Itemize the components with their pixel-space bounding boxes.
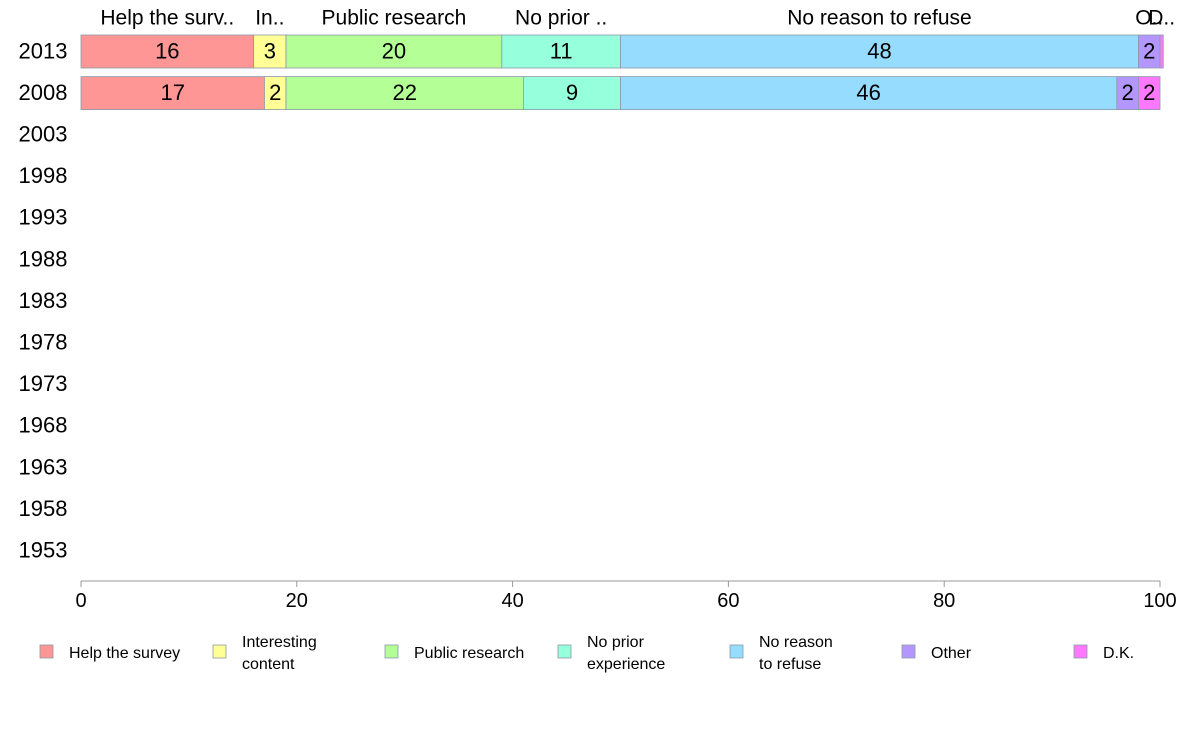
data-label-2008-no-reason-to-refuse: 46 xyxy=(856,80,880,105)
data-label-2008-help-the-survey: 17 xyxy=(160,80,184,105)
legend-item-no-reason-to-refuse: No reason to refuse xyxy=(729,634,833,673)
legend-label-no-reason-to-refuse: No reason to refuse xyxy=(759,634,833,673)
y-label-1978: 1978 xyxy=(19,330,68,355)
header-label-public-research: Public research xyxy=(322,7,467,30)
data-label-2013-help-the-survey: 16 xyxy=(155,38,179,63)
header-label-no-reason-to-refuse: No reason to refuse xyxy=(787,7,971,30)
bar-2008-no-prior-experience xyxy=(522,76,621,110)
y-label-1968: 1968 xyxy=(19,413,68,438)
data-label-2008-no-prior-experience: 9 xyxy=(566,80,578,105)
y-label-2008: 2008 xyxy=(19,80,68,105)
bar-2008-d-k xyxy=(1138,76,1161,110)
x-tick-label-80: 80 xyxy=(933,590,955,612)
y-axis-category-labels: 2013 2008 2003 1998 1993 1988 1983 1978 1973 1968… xyxy=(19,38,68,562)
legend-swatch-no-prior-experience xyxy=(557,644,572,659)
legend-item-no-prior-experience: No prior experience xyxy=(557,634,665,673)
y-label-1983: 1983 xyxy=(19,288,68,313)
y-label-1953: 1953 xyxy=(19,538,68,563)
data-label-2013-interesting-content: 3 xyxy=(264,38,276,63)
legend-label-no-prior-experience: No prior experience xyxy=(587,634,665,673)
data-label-2008-d-k: 2 xyxy=(1143,80,1155,105)
data-label-2008-interesting-content: 2 xyxy=(269,80,281,105)
y-label-1958: 1958 xyxy=(19,496,68,521)
y-label-1963: 1963 xyxy=(19,454,68,479)
bars: 16 3 20 11 48 217 2 22 9 46 2 2 xyxy=(80,34,1164,110)
data-label-2013-other: 2 xyxy=(1143,38,1155,63)
legend-item-d-k: D.K. xyxy=(1073,644,1134,662)
legend-item-help-the-survey: Help the survey xyxy=(39,644,180,662)
data-label-2013-public-research: 20 xyxy=(382,38,406,63)
legend-swatch-no-reason-to-refuse xyxy=(729,644,744,659)
legend-item-other: Other xyxy=(901,644,972,662)
x-tick-label-100: 100 xyxy=(1143,590,1176,612)
bar-2013-interesting-content xyxy=(253,34,287,69)
y-label-1973: 1973 xyxy=(19,371,68,396)
bar-2008-help-the-survey xyxy=(80,76,265,110)
legend-label-help-the-survey: Help the survey xyxy=(69,645,180,662)
x-axis: 0 20 40 60 80 100 xyxy=(75,580,1177,612)
legend-label-other: Other xyxy=(931,645,972,662)
data-label-2008-other: 2 xyxy=(1122,80,1134,105)
data-label-2008-public-research: 22 xyxy=(392,80,416,105)
data-label-2013-no-prior-experience: 11 xyxy=(550,38,573,63)
x-tick-label-0: 0 xyxy=(75,590,86,612)
legend-swatch-other xyxy=(901,644,916,659)
bar-2008-public-research xyxy=(285,76,524,110)
legend-item-interesting-content: Interesting content xyxy=(212,634,317,673)
y-label-1988: 1988 xyxy=(19,246,68,271)
x-tick-label-60: 60 xyxy=(717,590,739,612)
header-label-interesting-content: In.. xyxy=(255,7,284,30)
y-label-1993: 1993 xyxy=(19,205,68,230)
x-tick-label-20: 20 xyxy=(286,590,308,612)
series-header-labels: Help the surv.. In.. Public research No pri… xyxy=(100,7,1175,30)
header-label-d-k: D.. xyxy=(1148,7,1175,30)
legend-swatch-interesting-content xyxy=(212,644,227,659)
legend-swatch-public-research xyxy=(384,644,399,659)
data-label-2013-no-reason-to-refuse: 48 xyxy=(867,38,891,63)
legend: Help the survey Interesting content Public … xyxy=(39,634,1134,673)
bar-2013-no-reason-to-refuse xyxy=(620,34,1139,69)
legend-label-d-k: D.K. xyxy=(1103,645,1134,662)
x-tick-label-40: 40 xyxy=(501,590,523,612)
y-label-1998: 1998 xyxy=(19,163,68,188)
header-label-no-prior-experience: No prior .. xyxy=(515,7,607,30)
legend-label-public-research: Public research xyxy=(414,645,524,662)
y-label-2013: 2013 xyxy=(19,38,68,63)
legend-label-interesting-content: Interesting content xyxy=(242,634,317,673)
legend-swatch-d-k xyxy=(1073,644,1088,659)
bar-2013-d-k xyxy=(1159,34,1164,69)
y-label-2003: 2003 xyxy=(19,122,68,147)
header-label-other: O.. xyxy=(1135,7,1163,30)
legend-item-public-research: Public research xyxy=(384,644,524,662)
header-label-help-the-survey: Help the surv.. xyxy=(100,7,234,30)
legend-swatch-help-the-survey xyxy=(39,644,54,659)
